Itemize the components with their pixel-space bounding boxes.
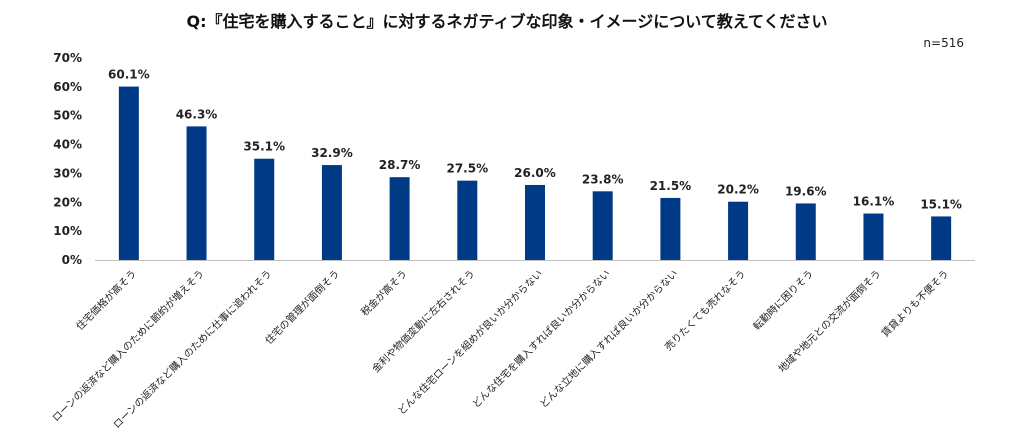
x-tick-label: 住宅価格が高そう <box>73 267 139 333</box>
bar <box>321 165 342 260</box>
y-tick-label: 10% <box>53 224 82 238</box>
data-label: 20.2% <box>717 183 759 197</box>
bar <box>863 213 884 260</box>
bar <box>457 180 478 260</box>
y-tick-label: 50% <box>53 109 82 123</box>
bar <box>118 86 139 260</box>
data-label: 27.5% <box>446 162 488 176</box>
chart-axes: 0% 10% 20% 30% 40% 50% 60% 70% <box>53 51 975 267</box>
x-tick-label: ローンの返済など購入のために節約が増えそう <box>49 267 206 424</box>
x-tick-label: 賃貸よりも不便そう <box>879 267 952 340</box>
y-tick-label: 20% <box>53 195 82 209</box>
data-label: 21.5% <box>650 179 692 193</box>
y-tick-label: 40% <box>53 138 82 152</box>
data-label: 28.7% <box>379 158 421 172</box>
bar <box>795 203 816 260</box>
x-tick-label: 地域や地元との交流が面倒そう <box>775 267 883 375</box>
data-label: 32.9% <box>311 146 353 160</box>
bar <box>592 191 613 260</box>
x-tick-label: どんな住宅を購入すれば良いか分からない <box>469 267 613 411</box>
data-label: 16.1% <box>853 195 895 209</box>
y-tick-label: 0% <box>62 253 82 267</box>
x-tick-label: 住宅の管理が面倒そう <box>262 267 342 347</box>
data-label: 15.1% <box>920 197 962 211</box>
x-tick-label: どんな立地に購入すれば良いか分からない <box>537 267 681 411</box>
chart-x-tick-labels: 住宅価格が高そうローンの返済など購入のために節約が増えそうローンの返済など購入の… <box>49 267 951 431</box>
y-tick-label: 30% <box>53 166 82 180</box>
chart-bars <box>118 86 952 261</box>
data-label: 35.1% <box>243 140 285 154</box>
y-tick-label: 60% <box>53 80 82 94</box>
sample-size-label: n=516 <box>923 36 964 50</box>
chart-data-labels: 60.1% 46.3% 35.1% 32.9% 28.7% 27.5% 26.0% 23.8%… <box>108 68 962 212</box>
data-label: 60.1% <box>108 68 150 82</box>
x-tick-label: 税金が高そう <box>358 267 410 319</box>
y-tick-label: 70% <box>53 51 82 65</box>
data-label: 19.6% <box>785 184 827 198</box>
data-label: 23.8% <box>582 172 624 186</box>
x-tick-label: ローンの返済など購入のために仕事に追われそう <box>110 267 274 431</box>
x-tick-label: 転勤時に困りそう <box>750 267 816 333</box>
data-label: 46.3% <box>176 107 218 121</box>
data-label: 26.0% <box>514 166 556 180</box>
bar <box>389 177 410 260</box>
x-tick-label: どんな住宅ローンを組めが良いか分からない <box>395 267 545 417</box>
bar <box>186 126 207 261</box>
bar <box>660 197 681 260</box>
bar <box>254 158 275 260</box>
bar <box>525 184 545 260</box>
bar <box>728 201 749 260</box>
bar <box>931 216 952 260</box>
chart-title: Q:『住宅を購入すること』に対するネガティブな印象・イメージについて教えてくださ… <box>186 12 828 31</box>
